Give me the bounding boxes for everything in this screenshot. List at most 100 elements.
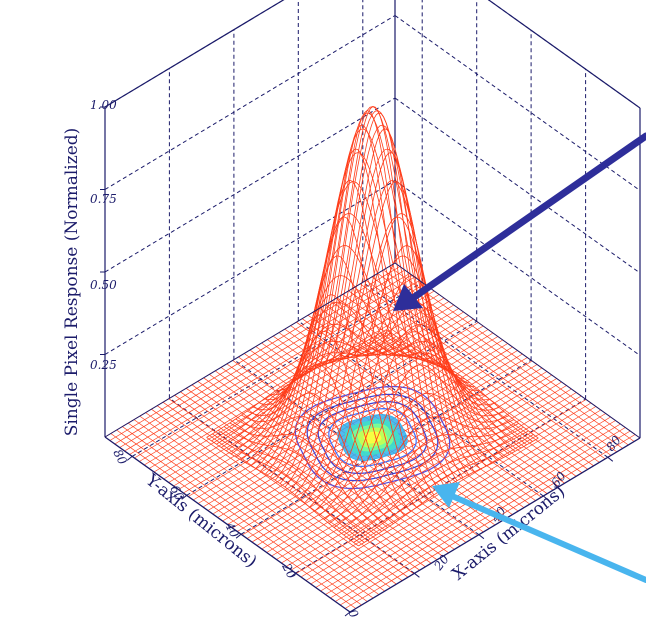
surface-line <box>247 364 400 520</box>
mesh-line <box>340 430 631 606</box>
mesh-line <box>144 290 435 466</box>
surface-line <box>338 423 519 532</box>
grid-line <box>487 0 641 109</box>
z-tick-label: 0.50 <box>90 278 117 292</box>
box-edge <box>349 437 641 613</box>
mesh-line <box>251 367 543 543</box>
grid-line <box>104 180 396 355</box>
surface-line <box>206 437 359 547</box>
z-axis-title: Single Pixel Response (Normalized) <box>62 128 82 437</box>
box-edge <box>104 436 351 613</box>
surface-line <box>333 416 514 528</box>
surface-line <box>343 426 524 536</box>
surface-line <box>269 128 451 478</box>
grid-line <box>394 15 641 191</box>
x-tick-mark <box>478 534 485 540</box>
mesh-line <box>286 392 577 567</box>
y-axis-title: Y-axis (microns) <box>141 470 261 572</box>
surface-line <box>299 179 480 499</box>
surface-line <box>274 112 456 481</box>
y-tick-label: 0 <box>345 607 361 620</box>
grid-line <box>394 180 641 356</box>
box-edge <box>394 262 641 439</box>
x-tick-label: 80 <box>603 433 624 454</box>
surface-line <box>217 429 371 540</box>
surface-line <box>284 110 465 488</box>
surface-line <box>211 332 392 442</box>
surface-line <box>240 301 421 461</box>
y-tick-mark <box>126 456 133 461</box>
surface-line <box>328 213 481 470</box>
contour-line <box>306 393 439 482</box>
box-edge <box>104 262 396 438</box>
mesh-line <box>168 308 459 483</box>
grid-line <box>104 97 396 273</box>
surface-line <box>260 181 441 472</box>
surface-line <box>279 106 460 484</box>
x-tick-mark <box>414 572 420 578</box>
mesh-line <box>271 381 562 557</box>
surface-line <box>334 245 487 467</box>
surface-line <box>323 364 505 520</box>
mesh-line <box>158 301 450 476</box>
surface-line <box>386 329 539 439</box>
surface-line <box>225 342 407 452</box>
surface-line <box>235 415 388 528</box>
surface-line <box>221 339 402 448</box>
contour-line <box>328 407 417 468</box>
surface-line <box>328 392 510 524</box>
y-tick-label: 20 <box>279 560 299 581</box>
surface-line <box>230 340 412 455</box>
contour-arrow <box>432 482 646 583</box>
surface-line <box>229 422 382 532</box>
mesh-line <box>325 420 616 595</box>
y-tick-mark <box>235 533 242 539</box>
surface-line <box>380 332 533 442</box>
surface-line <box>241 392 394 524</box>
surface-line <box>223 426 377 536</box>
box-front-edges <box>100 106 641 617</box>
y-tick-label: 60 <box>167 483 187 503</box>
surface-line <box>348 430 529 540</box>
surface-line <box>282 148 435 496</box>
surface-line <box>255 212 436 469</box>
surface-line <box>294 148 475 495</box>
y-tick-label: 80 <box>110 447 130 467</box>
y-tick-mark <box>290 572 296 578</box>
mesh-line <box>129 280 420 455</box>
mesh-line <box>335 427 626 602</box>
z-tick-label: 1.00 <box>90 98 117 112</box>
surface-line <box>319 331 500 516</box>
mesh-line <box>281 388 572 564</box>
mesh-line <box>266 378 557 553</box>
contour-map <box>294 385 451 490</box>
mesh-line <box>344 434 636 609</box>
surface-line <box>322 181 475 472</box>
surface-line <box>309 255 490 508</box>
mesh-line <box>119 273 410 448</box>
box-edge <box>104 0 285 108</box>
mesh-line <box>163 304 454 480</box>
surface-line <box>293 110 446 488</box>
grid-line <box>104 15 396 190</box>
gaussian-surface <box>206 106 539 547</box>
surface-line <box>265 152 446 475</box>
y-tick-label: 40 <box>222 519 242 540</box>
z-tick-label: 0.75 <box>90 192 117 206</box>
surface-line <box>245 275 426 464</box>
surface-line <box>353 434 534 543</box>
surface-line <box>368 339 522 449</box>
grid-line <box>394 97 641 274</box>
mesh-line <box>330 423 621 599</box>
mesh-line <box>256 371 548 546</box>
x-tick-mark <box>607 456 614 462</box>
surface-line <box>250 245 431 466</box>
surface-line <box>289 124 470 492</box>
z-tick-label: 0.25 <box>90 358 117 372</box>
x-tick-mark <box>542 495 549 501</box>
contour-line <box>317 400 428 475</box>
surface-arrow <box>393 132 646 311</box>
surface-line <box>339 275 493 464</box>
y-tick-mark <box>181 494 188 500</box>
